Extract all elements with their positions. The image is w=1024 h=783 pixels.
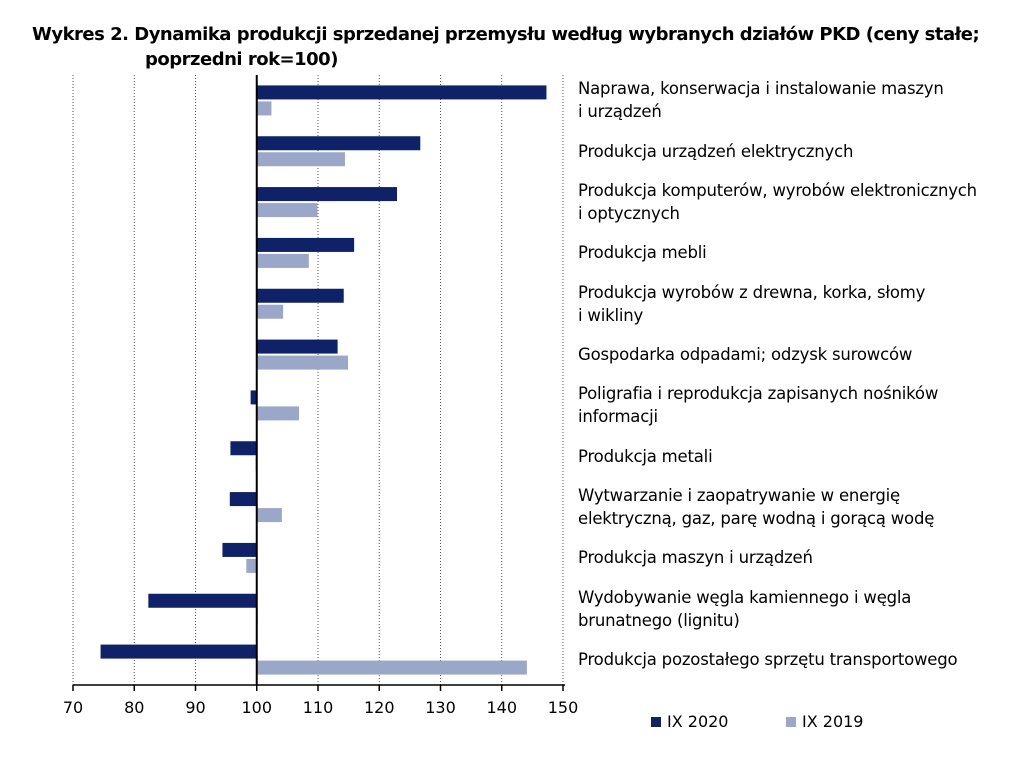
gridlines [72, 75, 564, 685]
x-tick-label-130: 130 [425, 698, 456, 717]
bar-2020-3 [256, 237, 355, 252]
chart-title-line-2: poprzedni rok=100) [145, 49, 338, 70]
category-label-line: Produkcja mebli [578, 243, 707, 263]
bar-2019-3 [256, 253, 309, 268]
x-tick-label-140: 140 [486, 698, 517, 717]
category-label: Wydobywanie węgla kamiennego i węgla brun… [578, 586, 1018, 632]
x-tick-label-110: 110 [303, 698, 334, 717]
category-label-line: i wikliny [578, 305, 644, 325]
bar-2019-8 [256, 508, 282, 523]
bar-2020-0 [256, 85, 547, 100]
category-label: Produkcja wyrobów z drewna, korka, słomy… [578, 281, 1018, 327]
category-label-line: Produkcja urządzeń elektrycznych [578, 141, 854, 161]
legend-item-2020: IX 2020 [651, 712, 728, 732]
bar-2020-4 [256, 288, 344, 303]
category-label-line: Produkcja pozostałego sprzętu transporto… [578, 650, 958, 670]
category-label-line: Gospodarka odpadami; odzysk surowców [578, 345, 913, 365]
bar-2020-7 [230, 441, 257, 456]
category-label: Produkcja metali [578, 445, 1018, 468]
category-label: Gospodarka odpadami; odzysk surowców [578, 343, 1018, 366]
category-label-line: Produkcja maszyn i urządzeń [578, 548, 813, 568]
bars [100, 85, 547, 675]
bar-2020-8 [229, 492, 257, 507]
category-label-line: i optycznych [578, 204, 680, 224]
legend-label-2020: IX 2020 [667, 712, 729, 731]
category-label: Produkcja pozostałego sprzętu transporto… [578, 648, 1018, 671]
category-label-line: Wydobywanie węgla kamiennego i węgla [578, 587, 912, 607]
category-label: Produkcja maszyn i urządzeń [578, 546, 1018, 569]
category-label: Produkcja urządzeń elektrycznych [578, 140, 1018, 163]
legend-item-2019: IX 2019 [786, 712, 863, 732]
x-tick-label-90: 90 [185, 698, 205, 717]
category-label: Wytwarzanie i zaopatrywanie w energię ele… [578, 484, 1018, 530]
bar-2019-9 [246, 558, 257, 573]
bar-2020-6 [250, 390, 257, 405]
category-label-line: Produkcja metali [578, 446, 713, 466]
x-tick-label-70: 70 [63, 698, 83, 717]
category-label-line: Naprawa, konserwacja i instalowanie masz… [578, 79, 944, 99]
category-label-line: Wytwarzanie i zaopatrywanie w energię [578, 486, 901, 506]
axes: 70 80 90 100 110 120 130 140 150 [63, 75, 578, 717]
chart-title: Wykres 2. Dynamika produkcji sprzedanej … [32, 22, 1022, 72]
bar-2019-2 [256, 203, 318, 218]
category-label: Poligrafia i reprodukcja zapisanych nośn… [578, 382, 1018, 428]
legend-swatch-2019 [786, 717, 796, 727]
category-label: Naprawa, konserwacja i instalowanie masz… [578, 77, 1018, 123]
category-label-line: Poligrafia i reprodukcja zapisanych nośn… [578, 384, 939, 404]
bar-2019-5 [256, 355, 349, 370]
category-label-line: Produkcja wyrobów z drewna, korka, słomy [578, 282, 926, 302]
x-tick-label-120: 120 [364, 698, 395, 717]
category-label-line: i urządzeń [578, 102, 662, 122]
bar-2020-10 [148, 593, 257, 608]
legend-label-2019: IX 2019 [802, 712, 864, 731]
chart-title-line-1: Wykres 2. Dynamika produkcji sprzedanej … [32, 24, 980, 45]
bar-2019-6 [256, 406, 300, 421]
bar-2020-2 [256, 187, 398, 202]
bar-2020-9 [222, 542, 257, 557]
bar-2020-1 [256, 136, 421, 151]
bar-2019-4 [256, 304, 284, 319]
bar-2019-1 [256, 152, 345, 167]
x-tick-label-80: 80 [124, 698, 144, 717]
category-label: Produkcja mebli [578, 241, 1018, 264]
category-label-line: brunatnego (lignitu) [578, 610, 740, 630]
bar-2019-0 [256, 101, 272, 116]
bar-2019-11 [256, 660, 527, 675]
legend-swatch-2020 [651, 717, 661, 727]
bar-2020-11 [100, 644, 257, 659]
x-tick-label-100: 100 [241, 698, 272, 717]
bar-2020-5 [256, 339, 338, 354]
category-label-line: informacji [578, 407, 658, 427]
category-label-line: Produkcja komputerów, wyrobów elektronic… [578, 181, 977, 201]
category-label-line: elektryczną, gaz, parę wodną i gorącą wo… [578, 509, 935, 529]
category-label: Produkcja komputerów, wyrobów elektronic… [578, 179, 1018, 225]
x-tick-label-150: 150 [548, 698, 579, 717]
